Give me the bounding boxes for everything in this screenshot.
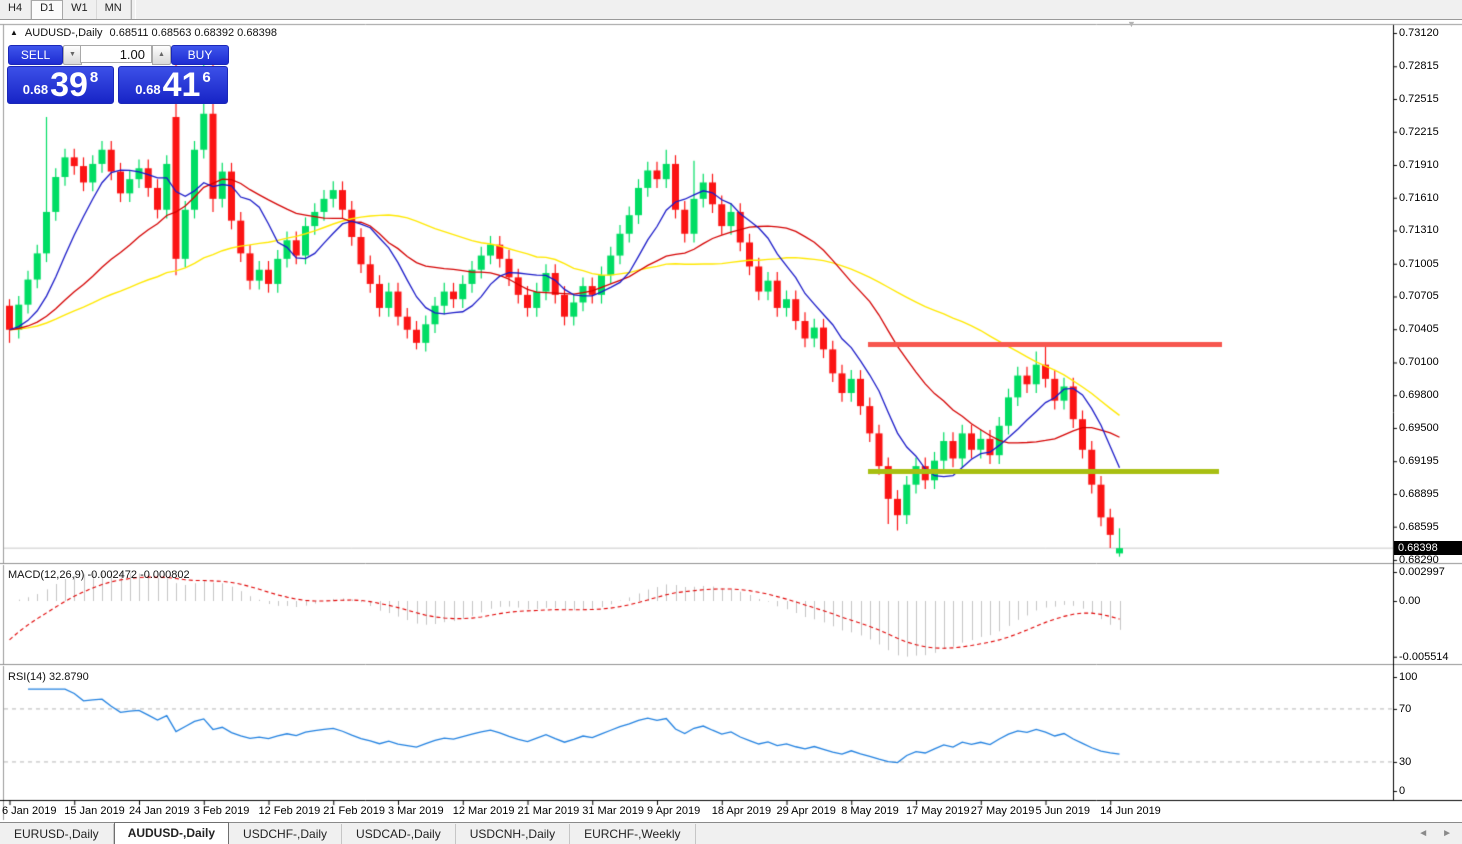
price-axis-label: 0.72515 [1399, 93, 1439, 105]
sell-button[interactable]: SELL [8, 45, 63, 65]
date-axis-label: 3 Mar 2019 [388, 805, 444, 817]
price-axis-label: 0.73120 [1399, 27, 1439, 39]
date-axis-label: 6 Jan 2019 [2, 805, 57, 817]
date-axis-label: 21 Feb 2019 [323, 805, 386, 817]
macd-axis-label: -0.005514 [1399, 650, 1449, 663]
rsi-axis-label: 70 [1399, 702, 1412, 715]
timeframe-w1-button[interactable]: W1 [63, 0, 97, 19]
buy-price-prefix: 0.68 [135, 82, 161, 97]
price-axis-label: 0.71005 [1399, 257, 1439, 270]
buy-price-pip: 6 [202, 69, 211, 86]
price-axis-label: 0.72215 [1399, 125, 1439, 138]
sell-price-main: 39 [50, 66, 88, 104]
symbol-tab-bar: EURUSD-,Daily AUDUSD-,Daily USDCHF-,Dail… [0, 822, 1462, 844]
date-axis-label: 21 Mar 2019 [517, 805, 580, 817]
price-axis-label: 0.68595 [1399, 520, 1439, 533]
sell-price-pip: 8 [89, 69, 99, 86]
tab-eurusd-daily[interactable]: EURUSD-,Daily [0, 824, 114, 844]
macd-axis-label: 0.002997 [1399, 566, 1445, 578]
volume-increase-button[interactable]: ▲ [152, 45, 171, 65]
chart-shift-marker-icon[interactable]: ▼ [1127, 19, 1136, 29]
date-axis-label: 27 May 2019 [970, 805, 1035, 817]
macd-indicator-label: MACD(12,26,9) -0.002472 -0.000802 [8, 569, 190, 581]
chart-title: ▲ AUDUSD-,Daily 0.68511 0.68563 0.68392 … [10, 26, 277, 40]
date-axis-label: 8 May 2019 [841, 805, 899, 817]
rsi-indicator-label: RSI(14) 32.8790 [8, 671, 89, 683]
price-axis-label: 0.71910 [1399, 159, 1439, 171]
date-axis-label: 5 Jun 2019 [1035, 805, 1090, 817]
tab-usdcad-daily[interactable]: USDCAD-,Daily [342, 824, 456, 844]
tab-scroll-right-icon[interactable]: ► [1442, 828, 1452, 839]
macd-axis-label: 0.00 [1399, 595, 1421, 607]
toolbar-divider [130, 0, 136, 19]
date-axis-label: 9 Apr 2019 [647, 805, 701, 817]
price-axis-label: 0.69195 [1399, 455, 1439, 468]
date-axis-label: 29 Apr 2019 [776, 805, 836, 817]
sell-quote-button[interactable]: 0.68 39 8 [7, 66, 114, 104]
rsi-axis-label: 30 [1399, 755, 1412, 768]
price-axis-label: 0.70405 [1399, 323, 1439, 336]
tab-audusd-daily[interactable]: AUDUSD-,Daily [113, 822, 230, 844]
price-axis-label: 0.71310 [1399, 224, 1439, 237]
price-axis-label: 0.69500 [1399, 421, 1439, 434]
date-axis-label: 24 Jan 2019 [129, 805, 190, 817]
rsi-axis-label: 100 [1399, 671, 1418, 683]
chart-symbol-label: AUDUSD-,Daily [24, 27, 103, 39]
date-axis-label: 12 Feb 2019 [258, 805, 321, 817]
price-axis-label: 0.70705 [1399, 290, 1439, 303]
date-axis-label: 15 Jan 2019 [64, 805, 125, 817]
date-axis-label: 3 Feb 2019 [193, 805, 250, 817]
rsi-axis-label: 0 [1399, 785, 1406, 797]
price-axis-label: 0.71610 [1399, 191, 1439, 204]
tab-scroll-arrows: ◄ ► [1418, 828, 1452, 839]
timeframe-h4-button[interactable]: H4 [0, 0, 32, 19]
sell-price-prefix: 0.68 [22, 82, 49, 97]
tab-usdcnh-daily[interactable]: USDCNH-,Daily [456, 824, 571, 844]
current-price-tag: 0.68398 [1394, 541, 1462, 555]
date-axis-label: 17 May 2019 [906, 805, 970, 817]
timeframe-d1-button[interactable]: D1 [31, 0, 64, 19]
tab-eurchf-weekly[interactable]: EURCHF-,Weekly [570, 824, 696, 844]
price-axis-label: 0.72815 [1399, 60, 1439, 73]
symbol-marker-icon: ▲ [10, 28, 18, 37]
one-click-trading-panel: SELL ▼ 1.00 ▲ BUY 0.68 39 8 0.68 41 6 [7, 44, 229, 106]
tab-usdchf-daily[interactable]: USDCHF-,Daily [229, 824, 343, 844]
buy-button[interactable]: BUY [171, 45, 229, 65]
tab-scroll-left-icon[interactable]: ◄ [1418, 828, 1429, 839]
price-axis-label: 0.68895 [1399, 487, 1439, 500]
buy-price-main: 41 [162, 66, 201, 104]
date-axis-label: 31 Mar 2019 [582, 805, 645, 817]
date-axis-label: 18 Apr 2019 [711, 805, 772, 817]
buy-quote-button[interactable]: 0.68 41 6 [118, 66, 228, 104]
date-axis-label: 14 Jun 2019 [1100, 805, 1161, 817]
timeframe-mn-button[interactable]: MN [97, 0, 131, 19]
chart-ohlc-values: 0.68511 0.68563 0.68392 0.68398 [109, 27, 277, 39]
volume-input[interactable]: 1.00 [80, 45, 152, 63]
price-axis-label: 0.68290 [1399, 553, 1439, 566]
date-axis-label: 12 Mar 2019 [452, 805, 515, 817]
timeframe-toolbar: H4 D1 W1 MN [0, 0, 1462, 20]
price-axis-label: 0.70100 [1399, 356, 1439, 369]
price-axis-label: 0.69800 [1399, 389, 1439, 402]
